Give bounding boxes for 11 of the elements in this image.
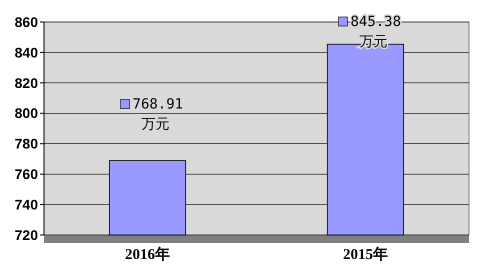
y-tick-label: 840 — [14, 44, 38, 60]
y-tick-label: 860 — [14, 14, 38, 30]
x-tick-label: 2016年 — [125, 246, 170, 263]
y-tick-label: 780 — [14, 136, 38, 152]
y-tick-label: 800 — [14, 105, 38, 122]
y-tick-label: 820 — [14, 74, 38, 91]
y-tick-label: 720 — [14, 226, 38, 243]
x-tick-label: 2015年 — [342, 246, 388, 263]
text: 768.91 万元 — [132, 96, 184, 133]
y-tick-label: 740 — [14, 196, 38, 212]
y-tick-label: 760 — [14, 166, 38, 182]
